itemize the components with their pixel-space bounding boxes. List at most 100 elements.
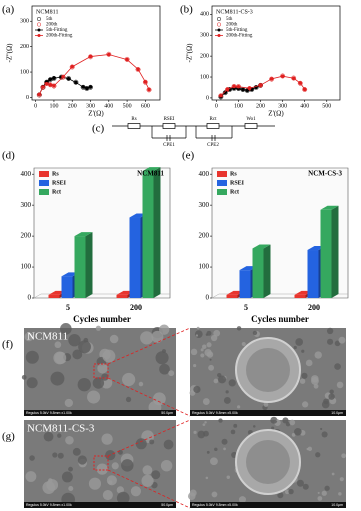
sem-particle xyxy=(121,459,134,472)
sem-particle xyxy=(125,396,132,403)
fit-point xyxy=(247,86,252,91)
bar xyxy=(320,209,332,298)
sem-info-bar xyxy=(190,502,346,508)
sem-particle xyxy=(328,393,335,400)
legend-marker xyxy=(36,22,42,27)
panel-label: (c) xyxy=(92,123,105,135)
sem-info: Regulus 5.0kV 9.8mm x1.00k xyxy=(26,411,72,415)
fit-point xyxy=(291,76,296,81)
sem-particle xyxy=(24,332,34,342)
x-tick-label: 200 xyxy=(68,103,77,109)
sem-particle xyxy=(206,342,212,348)
y-tick-label: 400 xyxy=(200,12,209,18)
sem-particle xyxy=(64,398,73,408)
fit-point xyxy=(147,87,151,92)
sem-particle xyxy=(155,351,169,365)
circuit-label: RSEI xyxy=(164,117,175,122)
sem-particle xyxy=(295,338,304,346)
sem-particle xyxy=(21,374,27,380)
y-tick-label: 0 xyxy=(206,95,209,101)
sem-image: Regulus 5.0kV 9.8mm x1.00k 50.0μm xyxy=(21,323,176,416)
fit-point xyxy=(88,85,93,89)
panel-label: (a) xyxy=(2,4,15,16)
sem-particle xyxy=(151,330,164,343)
sem-particle xyxy=(92,377,105,389)
bar-side xyxy=(153,167,161,298)
legend-label: 200th xyxy=(46,23,58,28)
bar-top xyxy=(142,167,161,172)
sem-particle xyxy=(60,323,72,335)
sem-particle xyxy=(54,341,62,349)
chart-title: NCM811-CS-3 xyxy=(216,9,253,15)
sem-particle xyxy=(236,326,242,331)
sem-info-bar xyxy=(24,410,176,416)
sem-particle xyxy=(208,364,215,371)
legend-label: RSEI xyxy=(230,180,245,186)
y-tick-label: 200 xyxy=(21,232,32,240)
fit-point xyxy=(37,92,42,97)
sem-particle xyxy=(339,477,344,482)
sem-particle xyxy=(238,496,246,504)
x-tick-label: 100 xyxy=(234,103,243,109)
x-tick-label: 200 xyxy=(308,303,320,312)
sem-particle xyxy=(326,338,334,345)
fit-point xyxy=(107,52,111,57)
sem-particle xyxy=(334,340,341,347)
x-tick-label: 400 xyxy=(300,103,309,109)
sem-particle xyxy=(230,429,236,435)
sem-particle xyxy=(206,351,214,358)
sem-info: Regulus 5.0kV 9.8mm x5.00k xyxy=(192,503,238,507)
sem-particle xyxy=(77,455,87,465)
sem-particle xyxy=(195,334,199,337)
legend-label: 5th xyxy=(226,17,233,22)
sem-particle xyxy=(163,439,174,450)
legend-label: Rs xyxy=(52,171,59,177)
sem-particle xyxy=(200,348,204,352)
sem-particle xyxy=(95,325,101,331)
y-tick-label: 400 xyxy=(21,170,32,178)
sem-label: NCM811 xyxy=(27,331,68,343)
legend-marker xyxy=(216,16,222,22)
sem-particle-core xyxy=(246,348,290,392)
sem-particle xyxy=(294,427,302,436)
fit-point xyxy=(81,85,85,89)
fit-point xyxy=(61,75,65,79)
sem-particle xyxy=(57,433,62,438)
sem-particle xyxy=(111,462,119,470)
data-point xyxy=(73,79,79,85)
sem-particle xyxy=(189,390,196,396)
fit-point xyxy=(48,77,53,82)
legend-swatch xyxy=(217,189,227,195)
legend-label: 5th-Fitting xyxy=(226,28,248,33)
sem-particle xyxy=(331,472,335,476)
sem-particle xyxy=(299,378,306,384)
sem-particle xyxy=(151,470,161,480)
fit-point xyxy=(236,84,241,89)
y-tick-label: 300 xyxy=(199,201,210,209)
circuit-label: Rs xyxy=(131,117,136,122)
sem-particle xyxy=(237,405,241,409)
sem-particle xyxy=(341,453,347,459)
sem-info-bar xyxy=(190,410,346,416)
legend-marker xyxy=(37,28,41,32)
sem-particle xyxy=(46,479,59,491)
sem-particle xyxy=(61,471,73,483)
sem-particle xyxy=(187,492,196,500)
sem-particle xyxy=(117,449,123,455)
sem-particle xyxy=(25,350,39,364)
sem-particle xyxy=(336,381,344,389)
sem-particle xyxy=(321,400,330,409)
data-point xyxy=(302,87,308,93)
bar xyxy=(116,294,128,298)
legend-swatch xyxy=(39,189,49,195)
bar xyxy=(252,248,264,298)
x-tick-label: 300 xyxy=(278,103,287,109)
data-point xyxy=(258,82,264,88)
sem-info: Regulus 5.0kV 9.8mm x1.00k xyxy=(26,503,72,507)
sem-particle xyxy=(202,430,209,437)
bar xyxy=(142,171,154,298)
sem-particle xyxy=(213,329,221,337)
sem-particle xyxy=(305,359,313,367)
sem-particle xyxy=(291,433,296,437)
sem-particle xyxy=(326,327,334,335)
